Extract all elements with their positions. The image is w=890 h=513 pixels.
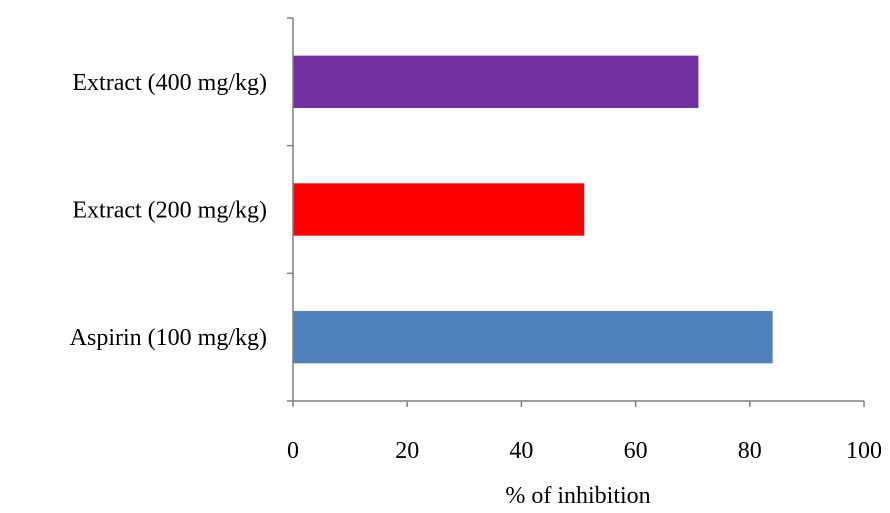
- x-tick-label-4: 80: [738, 438, 762, 464]
- category-label-2: Extract (400 mg/kg): [72, 70, 267, 96]
- category-label-0: Aspirin (100 mg/kg): [70, 325, 267, 351]
- x-tick-label-5: 100: [846, 438, 882, 464]
- bar-0: [293, 310, 773, 364]
- x-axis-title: % of inhibition: [505, 483, 650, 509]
- category-label-1: Extract (200 mg/kg): [72, 198, 267, 224]
- plot-area: Aspirin (100 mg/kg) Extract (200 mg/kg) Ex…: [70, 17, 882, 464]
- bar-1: [293, 183, 585, 236]
- bar-2: [293, 55, 699, 109]
- x-tick-label-2: 40: [509, 438, 533, 464]
- x-tick-label-3: 60: [624, 438, 648, 464]
- x-tick-label-1: 20: [395, 438, 419, 464]
- x-tick-label-0: 0: [287, 438, 299, 464]
